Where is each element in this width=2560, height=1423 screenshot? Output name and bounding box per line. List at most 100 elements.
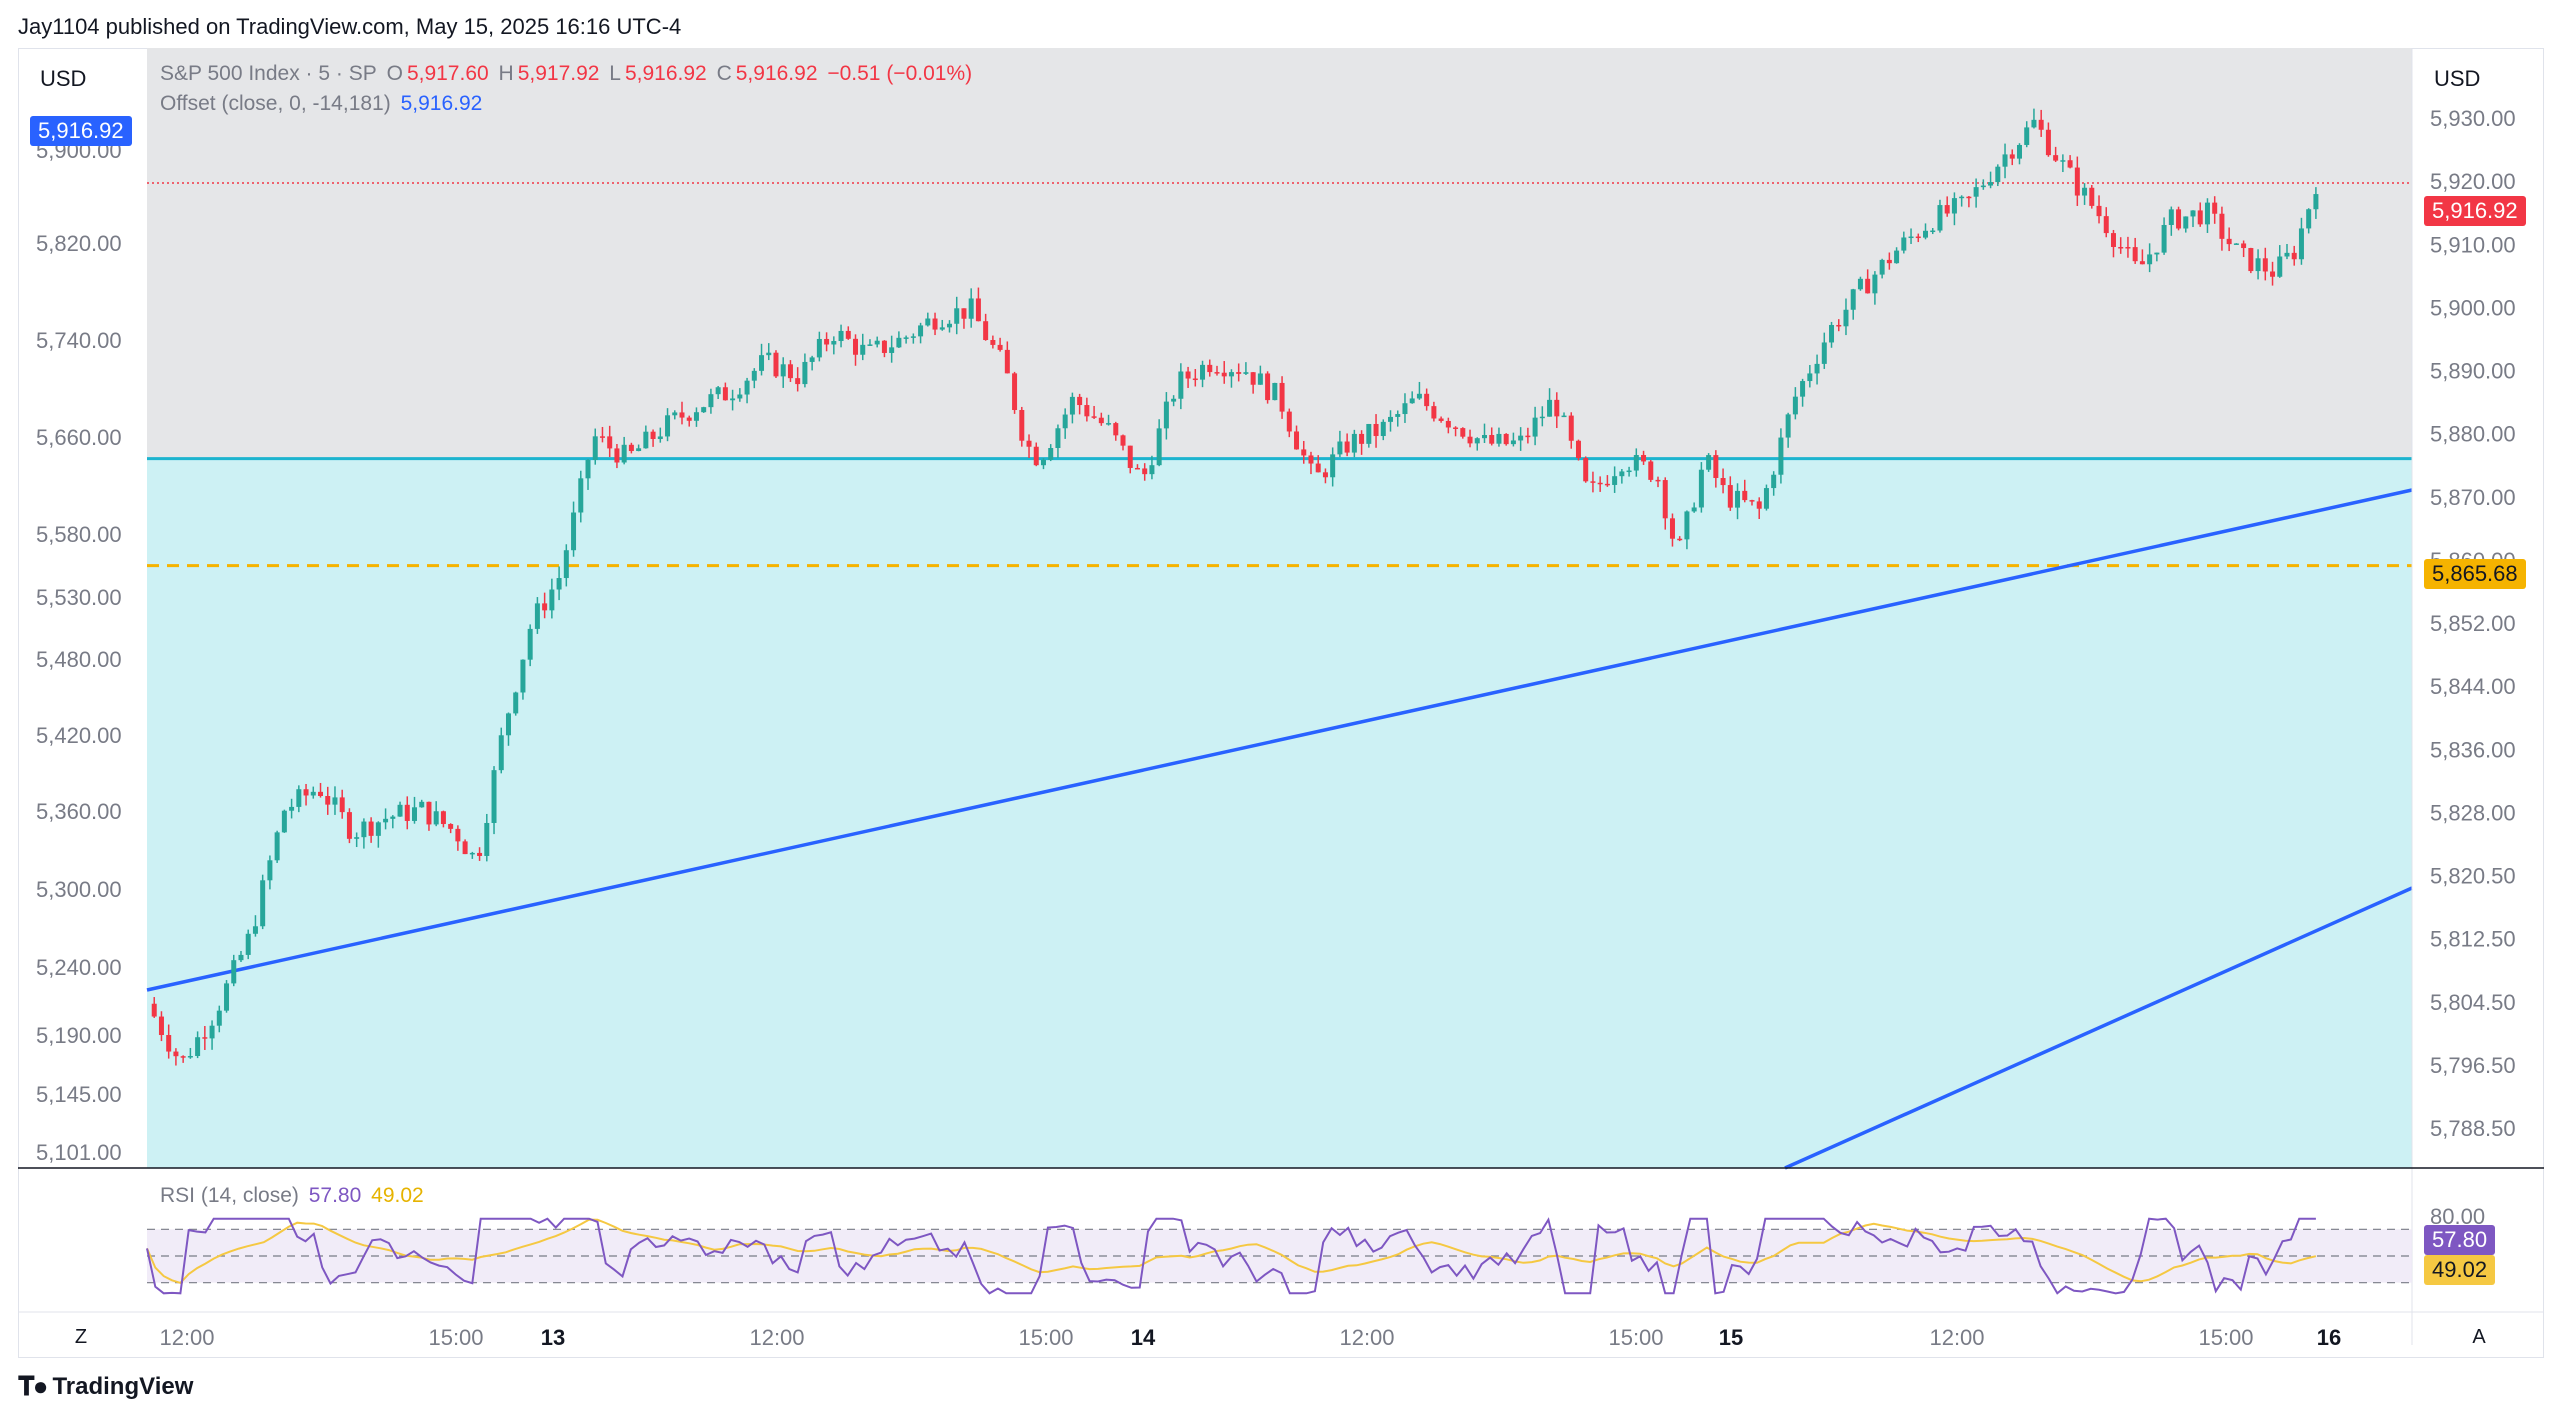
candle-body xyxy=(809,357,815,362)
candle-body xyxy=(1612,476,1618,485)
tradingview-logo[interactable]: 𝐓● TradingView xyxy=(18,1371,193,1403)
candle-body xyxy=(946,323,952,328)
candle-body xyxy=(874,340,880,345)
candle-body xyxy=(2219,213,2225,239)
candle-body xyxy=(195,1037,201,1056)
candle-body xyxy=(968,298,974,319)
offset-value: 5,916.92 xyxy=(400,92,483,115)
trendline-upper[interactable] xyxy=(146,488,2413,992)
candle-body xyxy=(505,713,511,736)
candle-body xyxy=(1619,471,1625,477)
candle-body xyxy=(498,735,504,771)
candle-body xyxy=(1489,435,1495,444)
candle-body xyxy=(2132,247,2138,262)
candle-body xyxy=(657,436,663,440)
candle-body xyxy=(1597,482,1603,485)
left-tick-label: 5,660.00 xyxy=(36,425,122,450)
candle-body xyxy=(759,355,765,371)
candle-body xyxy=(1048,448,1054,460)
candle-body xyxy=(737,394,743,399)
candle-body xyxy=(1604,483,1610,486)
candle-body xyxy=(990,340,996,345)
candle-body xyxy=(896,337,902,348)
upper-zone-fill xyxy=(147,48,2412,459)
candle-body xyxy=(2096,205,2102,217)
rsi-ma-tag: 49.02 xyxy=(2424,1255,2496,1285)
symbol-label[interactable]: S&P 500 Index · 5 · SP xyxy=(160,62,377,85)
candle-body xyxy=(2197,210,2203,225)
auto-scale-button[interactable]: A xyxy=(2472,1325,2486,1348)
candle-body xyxy=(1388,416,1394,422)
candle-body xyxy=(462,841,468,855)
candle-body xyxy=(1134,467,1140,470)
candle-body xyxy=(2082,187,2088,196)
candle-body xyxy=(860,344,866,355)
candle-body xyxy=(1033,446,1039,466)
candle-body xyxy=(1590,481,1596,483)
right-currency-label[interactable]: USD xyxy=(2434,66,2480,91)
candle-body xyxy=(1742,490,1748,501)
right-tick-label: 5,900.00 xyxy=(2430,295,2516,320)
left-tick-label: 5,530.00 xyxy=(36,585,122,610)
candle-body xyxy=(361,821,367,838)
offset-label[interactable]: Offset (close, 0, -14,181) xyxy=(160,92,391,115)
right-tick-label: 5,920.00 xyxy=(2430,169,2516,194)
candle-body xyxy=(1460,428,1466,437)
candle-body xyxy=(1069,396,1075,415)
candle-body xyxy=(802,361,808,385)
candle-body xyxy=(411,807,417,821)
candle-body xyxy=(1445,420,1451,428)
candle-body xyxy=(1532,417,1538,437)
timezone-button[interactable]: Z xyxy=(74,1325,88,1348)
candle-body xyxy=(1937,205,1943,231)
candle-body xyxy=(1648,461,1654,480)
rsi-label[interactable]: RSI (14, close) xyxy=(160,1184,299,1207)
candle-body xyxy=(2038,119,2044,130)
candle-body xyxy=(751,370,757,381)
candle-body xyxy=(1351,433,1357,453)
candle-body xyxy=(542,603,548,611)
candle-body xyxy=(231,960,237,984)
candle-body xyxy=(1951,198,1957,214)
candle-body xyxy=(209,1025,215,1039)
rsi-value-tag: 57.80 xyxy=(2424,1225,2496,1255)
candle-body xyxy=(650,431,656,440)
candle-body xyxy=(1380,421,1386,437)
candle-body xyxy=(180,1056,186,1058)
candle-body xyxy=(1785,414,1791,438)
candle-body xyxy=(592,436,598,460)
candle-body xyxy=(1980,185,1986,188)
left-tick-label: 5,300.00 xyxy=(36,877,122,902)
left-tick-label: 5,101.00 xyxy=(36,1140,122,1165)
candle-body xyxy=(1315,463,1321,473)
candle-body xyxy=(643,431,649,449)
candle-body xyxy=(1691,507,1697,512)
candle-body xyxy=(1698,469,1704,508)
candle-body xyxy=(636,448,642,452)
candle-body xyxy=(1214,372,1220,374)
candle-body xyxy=(419,801,425,808)
candle-body xyxy=(1359,433,1365,444)
right-tick-label: 5,820.50 xyxy=(2430,864,2516,889)
candle-body xyxy=(1677,538,1683,541)
candle-body xyxy=(1409,398,1415,404)
candle-body xyxy=(838,330,844,342)
left-currency-label[interactable]: USD xyxy=(40,66,86,91)
candle-body xyxy=(1995,166,2001,183)
right-tick-label: 5,930.00 xyxy=(2430,106,2516,131)
candle-body xyxy=(2313,194,2319,210)
candle-body xyxy=(845,330,851,339)
candle-body xyxy=(1120,435,1126,446)
candle-body xyxy=(1055,428,1061,449)
candle-body xyxy=(1836,324,1842,327)
candle-body xyxy=(1857,278,1863,290)
candle-body xyxy=(2125,247,2131,249)
candle-body xyxy=(2161,224,2167,253)
candle-body xyxy=(1575,440,1581,459)
trendline-lower[interactable] xyxy=(1784,886,2413,1170)
candle-body xyxy=(1294,431,1300,450)
candle-body xyxy=(245,933,251,955)
right-tick-label: 5,804.50 xyxy=(2430,990,2516,1015)
candle-body xyxy=(440,811,446,825)
